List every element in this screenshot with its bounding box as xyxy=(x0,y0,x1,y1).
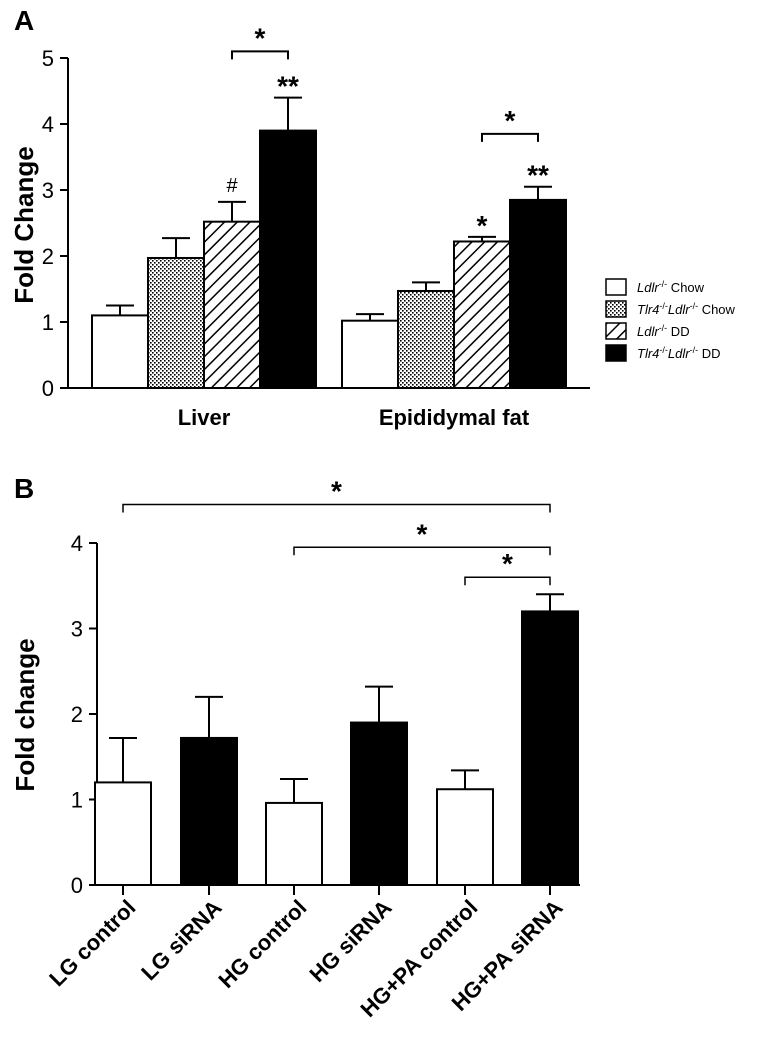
significance-mark: ** xyxy=(527,160,549,191)
y-tick-label: 1 xyxy=(42,310,54,335)
y-tick-label: 2 xyxy=(71,702,83,727)
x-category-label: HG siRNA xyxy=(305,895,397,987)
y-axis-label: Fold change xyxy=(10,638,40,791)
bar xyxy=(91,314,149,389)
x-category-label: LG control xyxy=(44,895,140,991)
bar xyxy=(436,788,494,886)
y-tick-label: 3 xyxy=(71,617,83,642)
significance-bracket xyxy=(464,576,551,586)
significance-bracket xyxy=(293,546,551,556)
bar xyxy=(265,801,323,886)
y-tick-label: 1 xyxy=(71,788,83,813)
bar xyxy=(203,220,261,389)
bar xyxy=(94,781,152,887)
bar xyxy=(453,240,511,389)
significance-mark: * xyxy=(502,548,513,579)
significance-mark: * xyxy=(477,210,488,241)
x-category-label: Liver xyxy=(178,405,231,430)
y-tick-label: 3 xyxy=(42,178,54,203)
legend-swatch xyxy=(605,300,627,318)
legend-swatch xyxy=(605,344,627,362)
significance-mark: * xyxy=(417,518,428,549)
significance-mark: ** xyxy=(277,71,299,102)
legend-label: Ldlr-/- Chow xyxy=(637,279,705,295)
panel-a-label: A xyxy=(14,5,34,36)
y-tick-label: 4 xyxy=(42,112,54,137)
bar xyxy=(509,198,567,389)
significance-mark: * xyxy=(255,22,266,53)
x-category-label: Epididymal fat xyxy=(379,405,530,430)
legend-swatch xyxy=(605,322,627,340)
panel-b-label: B xyxy=(14,473,34,504)
significance-bracket xyxy=(481,132,539,142)
x-category-label: HG control xyxy=(213,895,311,993)
significance-mark: # xyxy=(226,175,238,197)
bar xyxy=(350,721,408,886)
bar xyxy=(397,289,455,390)
y-axis-label: Fold Change xyxy=(9,146,39,303)
legend-label: Tlr4-/-Ldlr-/- Chow xyxy=(637,301,736,317)
significance-bracket xyxy=(122,503,551,513)
y-tick-label: 5 xyxy=(42,46,54,71)
legend: Ldlr-/- Chow Tlr4-/-Ldlr-/- Chow Ldlr-/- D… xyxy=(605,278,736,362)
bar xyxy=(341,319,399,389)
bar xyxy=(521,610,579,887)
bar xyxy=(259,129,317,389)
y-tick-label: 2 xyxy=(42,244,54,269)
significance-mark: * xyxy=(505,105,516,136)
significance-mark: * xyxy=(331,476,342,507)
significance-bracket xyxy=(231,50,289,60)
y-tick-label: 0 xyxy=(42,376,54,401)
y-tick-label: 0 xyxy=(71,873,83,898)
legend-label: Ldlr-/- DD xyxy=(637,323,690,339)
y-tick-label: 4 xyxy=(71,531,83,556)
legend-label: Tlr4-/-Ldlr-/- DD xyxy=(637,345,720,361)
x-category-label: LG siRNA xyxy=(136,895,226,985)
bar xyxy=(147,256,205,390)
legend-swatch xyxy=(605,278,627,296)
bar xyxy=(180,736,238,886)
